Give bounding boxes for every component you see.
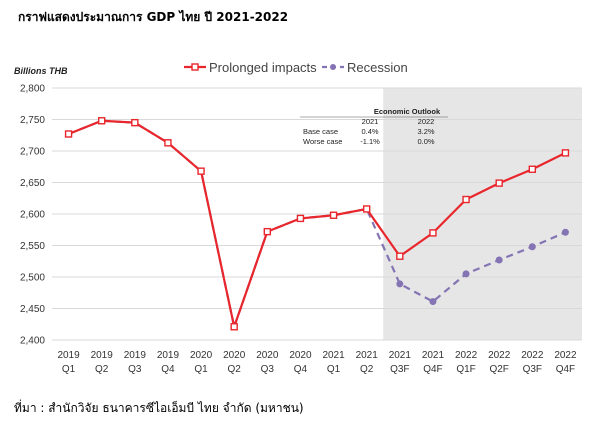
- x-tick-year: 2022: [455, 350, 478, 361]
- y-axis-label: Billions THB: [14, 66, 68, 76]
- x-tick-quarter: Q4: [294, 364, 308, 375]
- outlook-row-label: Base case: [303, 127, 338, 136]
- legend-item: Prolonged impacts: [184, 60, 317, 75]
- data-point: [131, 118, 139, 127]
- y-tick-label: 2,450: [20, 304, 45, 315]
- legend-marker: [191, 63, 199, 71]
- x-tick-quarter: Q1: [194, 364, 208, 375]
- x-axis-ticks: 2019 Q1 2019 Q2 2019 Q3 2019 Q4 2020 Q1 2020 Q2 2020…: [57, 350, 577, 375]
- data-point: [329, 211, 338, 219]
- data-point: [263, 227, 272, 236]
- outlook-title: Economic Outlook: [374, 107, 441, 116]
- outlook-value: 0.0%: [417, 137, 434, 146]
- x-tick-year: 2022: [521, 350, 544, 361]
- x-tick-year: 2021: [356, 350, 379, 361]
- y-tick-label: 2,600: [20, 210, 45, 221]
- outlook-row-label: Worse case: [303, 137, 342, 146]
- legend: Prolonged impacts Recession: [184, 60, 408, 75]
- x-tick-year: 2022: [554, 350, 577, 361]
- x-tick-quarter: Q4: [161, 364, 175, 375]
- legend-marker: [330, 64, 336, 70]
- x-tick-quarter: Q1F: [456, 364, 475, 375]
- x-tick-year: 2021: [422, 350, 445, 361]
- x-tick-year: 2020: [223, 350, 246, 361]
- series-prolonged-impacts: [64, 117, 570, 331]
- data-point: [462, 270, 470, 278]
- data-point: [495, 256, 503, 264]
- x-tick-quarter: Q1: [62, 364, 76, 375]
- outlook-value: 0.4%: [361, 127, 378, 136]
- data-point: [561, 149, 570, 157]
- outlook-header: 2022: [418, 117, 435, 126]
- x-tick-quarter: Q2: [360, 364, 374, 375]
- series-line: [68, 119, 566, 328]
- x-tick-quarter: Q3F: [523, 364, 542, 375]
- data-point: [296, 214, 305, 223]
- data-point: [495, 179, 503, 187]
- data-point: [362, 205, 371, 213]
- gridlines: [52, 87, 582, 341]
- data-point: [230, 323, 238, 331]
- y-tick-label: 2,800: [20, 84, 45, 95]
- x-tick-quarter: Q2: [95, 364, 109, 375]
- y-tick-label: 2,700: [20, 147, 45, 158]
- data-point: [97, 117, 106, 125]
- data-point: [164, 139, 172, 147]
- data-point: [561, 228, 569, 236]
- x-tick-quarter: Q3F: [390, 364, 409, 375]
- series-lines: [64, 117, 570, 331]
- data-point: [429, 298, 437, 306]
- x-tick-year: 2021: [322, 350, 345, 361]
- y-tick-label: 2,500: [20, 273, 45, 284]
- data-point: [396, 280, 404, 288]
- data-point: [429, 229, 437, 237]
- x-tick-year: 2019: [157, 350, 180, 361]
- chart-title: กราฟแสดงประมาณการ GDP ไทย ปี 2021-2022: [18, 10, 289, 24]
- data-point: [528, 243, 536, 251]
- outlook-header: 2021: [362, 117, 379, 126]
- x-tick-year: 2020: [289, 350, 312, 361]
- data-point: [462, 195, 470, 204]
- x-tick-year: 2022: [488, 350, 511, 361]
- x-tick-year: 2019: [57, 350, 80, 361]
- legend-item: Recession: [322, 60, 408, 75]
- y-tick-label: 2,750: [20, 115, 45, 126]
- x-tick-quarter: Q4F: [423, 364, 442, 375]
- legend-label: Recession: [347, 60, 408, 75]
- y-axis-ticks: 2,400 2,450 2,500 2,550 2,600 2,650 2,700 2,750…: [20, 84, 45, 347]
- x-tick-quarter: Q2F: [489, 364, 508, 375]
- y-tick-label: 2,650: [20, 178, 45, 189]
- y-tick-label: 2,550: [20, 241, 45, 252]
- x-tick-quarter: Q3: [128, 364, 142, 375]
- x-tick-year: 2019: [124, 350, 147, 361]
- x-tick-quarter: Q2: [228, 364, 242, 375]
- data-point: [528, 165, 537, 173]
- x-tick-quarter: Q1: [327, 364, 341, 375]
- x-tick-quarter: Q3: [261, 364, 275, 375]
- legend-label: Prolonged impacts: [209, 60, 317, 75]
- x-tick-quarter: Q4F: [556, 364, 575, 375]
- data-point: [396, 252, 404, 260]
- data-point: [197, 167, 205, 175]
- x-tick-year: 2019: [91, 350, 114, 361]
- x-tick-year: 2020: [190, 350, 213, 361]
- x-tick-year: 2021: [389, 350, 412, 361]
- data-point: [64, 130, 73, 138]
- x-tick-year: 2020: [256, 350, 279, 361]
- source-note: ที่มา : สำนักวิจัย ธนาคารซีไอเอ็มบี ไทย …: [14, 401, 304, 415]
- outlook-value: 3.2%: [417, 127, 434, 136]
- outlook-value: -1.1%: [360, 137, 380, 146]
- y-tick-label: 2,400: [20, 336, 45, 347]
